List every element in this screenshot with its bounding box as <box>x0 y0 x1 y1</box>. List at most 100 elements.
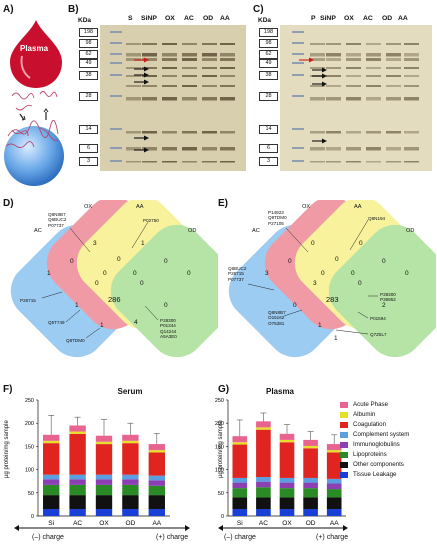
gel-b-mw-28: 28 <box>79 92 98 101</box>
venn-d-label-aa: AA <box>136 204 144 210</box>
gel-c-band <box>404 85 419 87</box>
chart-g-ytick-label: 100 <box>215 468 224 474</box>
gel-b-band <box>162 147 177 151</box>
chart-g-ylabel: µg protein/mg sample <box>218 420 224 478</box>
gel-c-band <box>404 161 419 163</box>
gel-b-mw-38: 38 <box>79 71 98 80</box>
gel-b-band <box>142 161 157 163</box>
legend-item-tissue-leakage: Tissue Leakage <box>340 471 396 478</box>
legend-label: Complement system <box>353 431 410 438</box>
chart-f-bar-od-tissue-leakage <box>122 509 139 516</box>
chart-f-ylabel: µg protein/mg sample <box>4 420 10 478</box>
gel-c-band <box>404 58 419 61</box>
chart-f-bar-aa-lipoproteins <box>148 485 165 496</box>
gel-c-band <box>346 43 361 45</box>
gel-b-band <box>142 75 157 77</box>
chart-f-bar-od-coagulation <box>122 443 139 475</box>
chart-g-bar-aa-complement-system <box>326 478 342 484</box>
gel-b-kda-label: KDa <box>78 17 92 24</box>
gel-b-band <box>182 43 197 45</box>
gel-b-band <box>126 43 141 45</box>
venn-d-count-aa: 1 <box>141 240 145 247</box>
chart-g-bar-ox-lipoproteins <box>279 488 295 498</box>
venn-d-count-ox-aa: 0 <box>117 256 121 263</box>
chart-f-bar-ox-other-components <box>95 495 113 510</box>
chart-f-bar-od-albumin <box>122 440 139 444</box>
gel-c-band <box>386 97 401 101</box>
legend-swatch <box>340 431 348 438</box>
gel-c-ladder-band <box>292 95 304 97</box>
gel-c-lane-aa: AA <box>398 15 408 22</box>
gel-c-band <box>310 161 325 163</box>
chart-f-charge-arrow-left-head <box>14 525 19 531</box>
chart-g-bar-ox-albumin <box>279 439 295 443</box>
legend-label: Immunoglobulins <box>353 441 400 448</box>
chart-f-bar-aa-immunoglobulins <box>148 480 165 486</box>
gel-b-band <box>202 85 217 87</box>
gel-c-kda-label: KDa <box>258 17 272 24</box>
venn-e-count-ox-od: 0 <box>358 280 362 287</box>
chart-g-bar-ac-tissue-leakage <box>256 509 271 516</box>
panel-label-a: A) <box>3 4 14 15</box>
chart-f-bar-si-immunoglobulins <box>43 479 60 485</box>
gel-c-mw-198: 198 <box>259 28 278 37</box>
panel-label-c: C) <box>253 4 264 15</box>
venn-d-count-ac-aa-od: 1 <box>100 322 104 329</box>
panel-label-f: F) <box>3 384 13 395</box>
chart-f-bar-od-complement-system <box>122 474 139 480</box>
chart-f-xtick-label-ox: OX <box>99 520 109 527</box>
legend-item-complement-system: Complement system <box>340 431 409 438</box>
gel-c-ladder-band <box>292 147 304 149</box>
gel-c-mw-38: 38 <box>259 71 278 80</box>
gel-b-band <box>220 85 235 87</box>
gel-c-ladder-band <box>292 128 304 130</box>
gel-c-lane-ac: AC <box>363 15 373 22</box>
gel-c-band <box>310 131 325 134</box>
chart-g-charge-arrow-right-head <box>343 525 348 531</box>
legend-swatch <box>340 421 348 428</box>
venn-e-callout-ac: Q6BUC2 P26715 P07737 <box>228 266 247 282</box>
gel-b-band <box>126 85 141 87</box>
gel-b-band <box>182 75 197 77</box>
venn-e-label-od: OD <box>406 228 415 234</box>
chart-g-bar-si-lipoproteins <box>232 488 248 498</box>
gel-b-band <box>182 85 197 87</box>
chart-f-xtick-label-si: Si <box>48 520 54 527</box>
gel-b-band <box>142 97 157 101</box>
gel-c-lane-od: OD <box>382 15 393 22</box>
venn-d-count-od: 0 <box>187 270 191 277</box>
gel-c-ladder-band <box>292 31 304 33</box>
gel-b-lane-od: OD <box>203 15 214 22</box>
gel-b-band <box>182 53 197 57</box>
chart-f-bar-aa-other-components <box>148 495 165 510</box>
legend-label: Other components <box>353 461 404 468</box>
legend-label: Albumin <box>353 411 376 418</box>
gel-c-band <box>346 85 361 87</box>
chart-f-bar-od-acute-phase <box>122 434 139 441</box>
chart-f-bar-ac-complement-system <box>69 474 86 480</box>
chart-f-bar-si-acute-phase <box>43 434 60 441</box>
gel-c-band <box>386 85 401 87</box>
venn-d-count-ac-aa: 0 <box>95 280 99 287</box>
gel-b-band <box>220 161 235 163</box>
gel-b-band <box>182 131 197 134</box>
gel-c-ladder-band <box>292 160 304 162</box>
chart-f-bar-si-complement-system <box>43 474 60 480</box>
gel-b-band <box>142 53 157 57</box>
gel-b-band <box>202 58 217 61</box>
panel-label-d: D) <box>3 198 14 209</box>
gel-c-band <box>366 97 381 101</box>
chart-g-bar-od-acute-phase <box>303 439 318 446</box>
chart-g-ytick-label: 250 <box>215 398 224 404</box>
legend-label: Tissue Leakage <box>353 471 397 478</box>
chart-f-bar-od-lipoproteins <box>122 484 139 496</box>
legend-label: Acute Phase <box>353 401 389 408</box>
chart-f-bar-ox-acute-phase <box>95 435 113 442</box>
chart-f-bar-ac-tissue-leakage <box>69 509 86 516</box>
chart-f-bar-ox-coagulation <box>95 444 113 475</box>
gel-b-band <box>220 58 235 61</box>
gel-c-band <box>386 131 401 134</box>
chart-f-xtick-label-ac: AC <box>73 520 82 527</box>
gel-c-band <box>404 97 419 101</box>
gel-c-arrow <box>312 67 327 73</box>
